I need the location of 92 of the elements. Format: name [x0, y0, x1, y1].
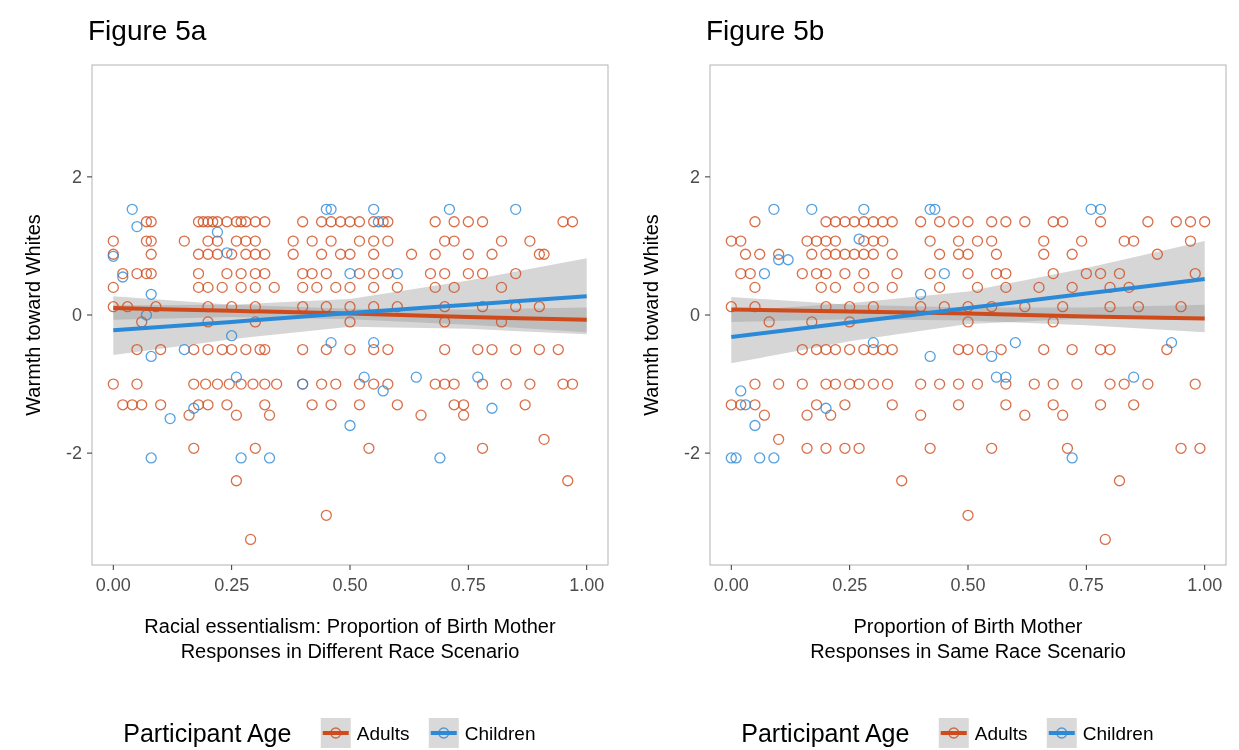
point [754, 452, 766, 464]
point [820, 402, 832, 414]
point [164, 412, 176, 425]
point [325, 336, 337, 349]
point [739, 399, 752, 411]
point [188, 402, 200, 414]
point [768, 203, 780, 215]
point [145, 452, 157, 464]
point [372, 216, 385, 228]
point [730, 452, 742, 464]
point [443, 203, 456, 215]
point [226, 330, 238, 342]
y-tick-label: -2 [65, 443, 82, 464]
point [391, 267, 403, 280]
x-tick-label: 0.25 [214, 575, 250, 595]
point [990, 371, 1003, 383]
point [211, 226, 224, 238]
point [938, 267, 950, 280]
point [858, 203, 870, 215]
point [924, 350, 936, 363]
point [410, 371, 422, 383]
x-axis-title: Proportion of Birth Mother Responses in Same Race Scenario [810, 615, 1126, 662]
point [344, 419, 356, 432]
legend-label: Children [1082, 723, 1154, 744]
x-axis-title: Racial essentialism: Proportion of Birth Mother Responses in Different Race Scenario [144, 615, 556, 662]
point [749, 419, 761, 432]
x-tick-label: 0.25 [832, 575, 868, 595]
point [1165, 336, 1178, 349]
x-tick-label: 0.00 [95, 575, 131, 595]
chart-title: Figure 5a [88, 15, 207, 46]
point [230, 371, 243, 383]
point [853, 233, 865, 245]
point [924, 203, 936, 215]
point [434, 452, 446, 464]
point [472, 371, 484, 383]
point [1009, 336, 1021, 349]
point [126, 203, 138, 215]
x-tick-label: 1.00 [569, 575, 605, 595]
legend-label: Adults [356, 723, 410, 744]
point [320, 203, 332, 215]
point [117, 271, 129, 283]
point [486, 402, 498, 414]
point [806, 203, 818, 215]
line-series [729, 277, 1207, 340]
point [1066, 452, 1078, 464]
point [358, 371, 370, 383]
point [1094, 203, 1107, 215]
y-tick-label: 0 [689, 305, 700, 325]
point [131, 220, 143, 233]
point [235, 452, 247, 464]
point [915, 288, 927, 300]
point [263, 452, 276, 464]
x-tick-label: 0.00 [713, 575, 749, 595]
point [325, 203, 337, 215]
x-tick-label: 0.75 [1068, 575, 1104, 595]
point [344, 267, 356, 280]
point [368, 203, 380, 215]
x-tick-label: 0.50 [950, 575, 986, 595]
point [145, 288, 157, 300]
x-tick-label: 1.00 [1187, 575, 1223, 595]
point [221, 247, 233, 259]
point [178, 343, 190, 356]
point [1128, 371, 1140, 383]
point [735, 385, 747, 397]
x-tick-label: 0.50 [332, 575, 368, 595]
legend-label: Adults [974, 723, 1028, 744]
point [782, 254, 794, 266]
point [758, 267, 771, 280]
point [510, 203, 522, 215]
point [725, 452, 737, 464]
y-tick-label: 2 [71, 166, 82, 187]
y-tick-label: 0 [71, 305, 82, 325]
chart-title: Figure 5b [706, 15, 825, 46]
point [772, 254, 785, 266]
point [1000, 371, 1012, 383]
point [1085, 203, 1097, 215]
point [768, 452, 780, 464]
y-axis-title: Warmth toward Whites [640, 214, 662, 416]
point [145, 350, 157, 363]
point [867, 336, 879, 349]
x-tick-label: 0.75 [450, 575, 486, 595]
legend-title: Participant Age [123, 719, 292, 747]
y-tick-label: -2 [683, 443, 700, 464]
point [986, 350, 998, 363]
point [368, 336, 380, 349]
legend-title: Participant Age [741, 719, 910, 747]
point [140, 309, 153, 321]
legend-label: Children [464, 723, 536, 744]
y-tick-label: 2 [689, 166, 700, 187]
y-axis-title: Warmth toward Whites [22, 214, 44, 416]
point [929, 203, 941, 215]
point [377, 385, 389, 397]
